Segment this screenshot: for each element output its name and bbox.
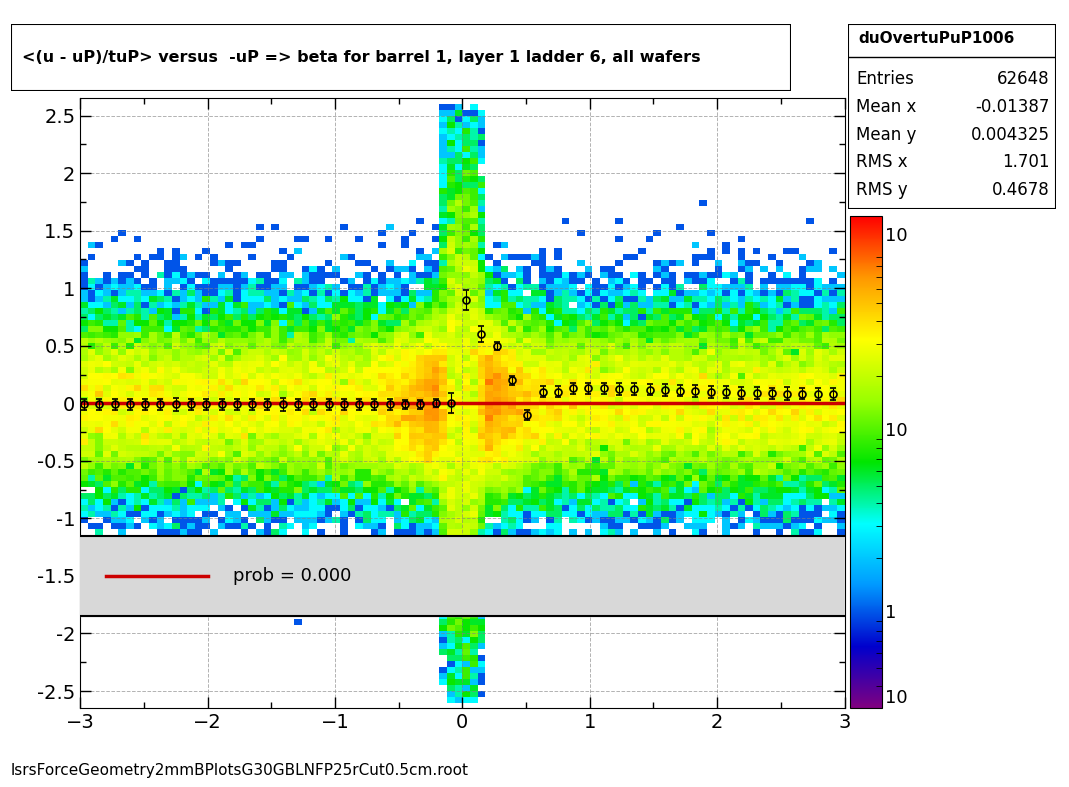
Text: Mean x: Mean x [856, 98, 916, 116]
Text: 10: 10 [885, 689, 908, 708]
Text: lsrsForceGeometry2mmBPlotsG30GBLNFP25rCut0.5cm.root: lsrsForceGeometry2mmBPlotsG30GBLNFP25rCu… [11, 763, 468, 778]
Text: prob = 0.000: prob = 0.000 [233, 567, 352, 585]
Bar [80, 536, 845, 616]
Text: Entries: Entries [856, 70, 914, 88]
Text: 0.004325: 0.004325 [971, 126, 1050, 143]
Text: -0.01387: -0.01387 [976, 98, 1050, 116]
Text: 10: 10 [885, 422, 908, 440]
Text: RMS y: RMS y [856, 181, 908, 199]
Text: 10: 10 [885, 227, 908, 245]
Text: 62648: 62648 [997, 70, 1050, 88]
Text: RMS x: RMS x [856, 153, 908, 172]
Text: 1: 1 [885, 604, 897, 622]
Text: 1.701: 1.701 [1003, 153, 1050, 172]
Text: 0.4678: 0.4678 [992, 181, 1050, 199]
Text: duOvertuPuP1006: duOvertuPuP1006 [858, 31, 1014, 46]
Text: Mean y: Mean y [856, 126, 916, 143]
Text: <(u - uP)/tuP> versus  -uP => beta for barrel 1, layer 1 ladder 6, all wafers: <(u - uP)/tuP> versus -uP => beta for ba… [22, 50, 701, 65]
